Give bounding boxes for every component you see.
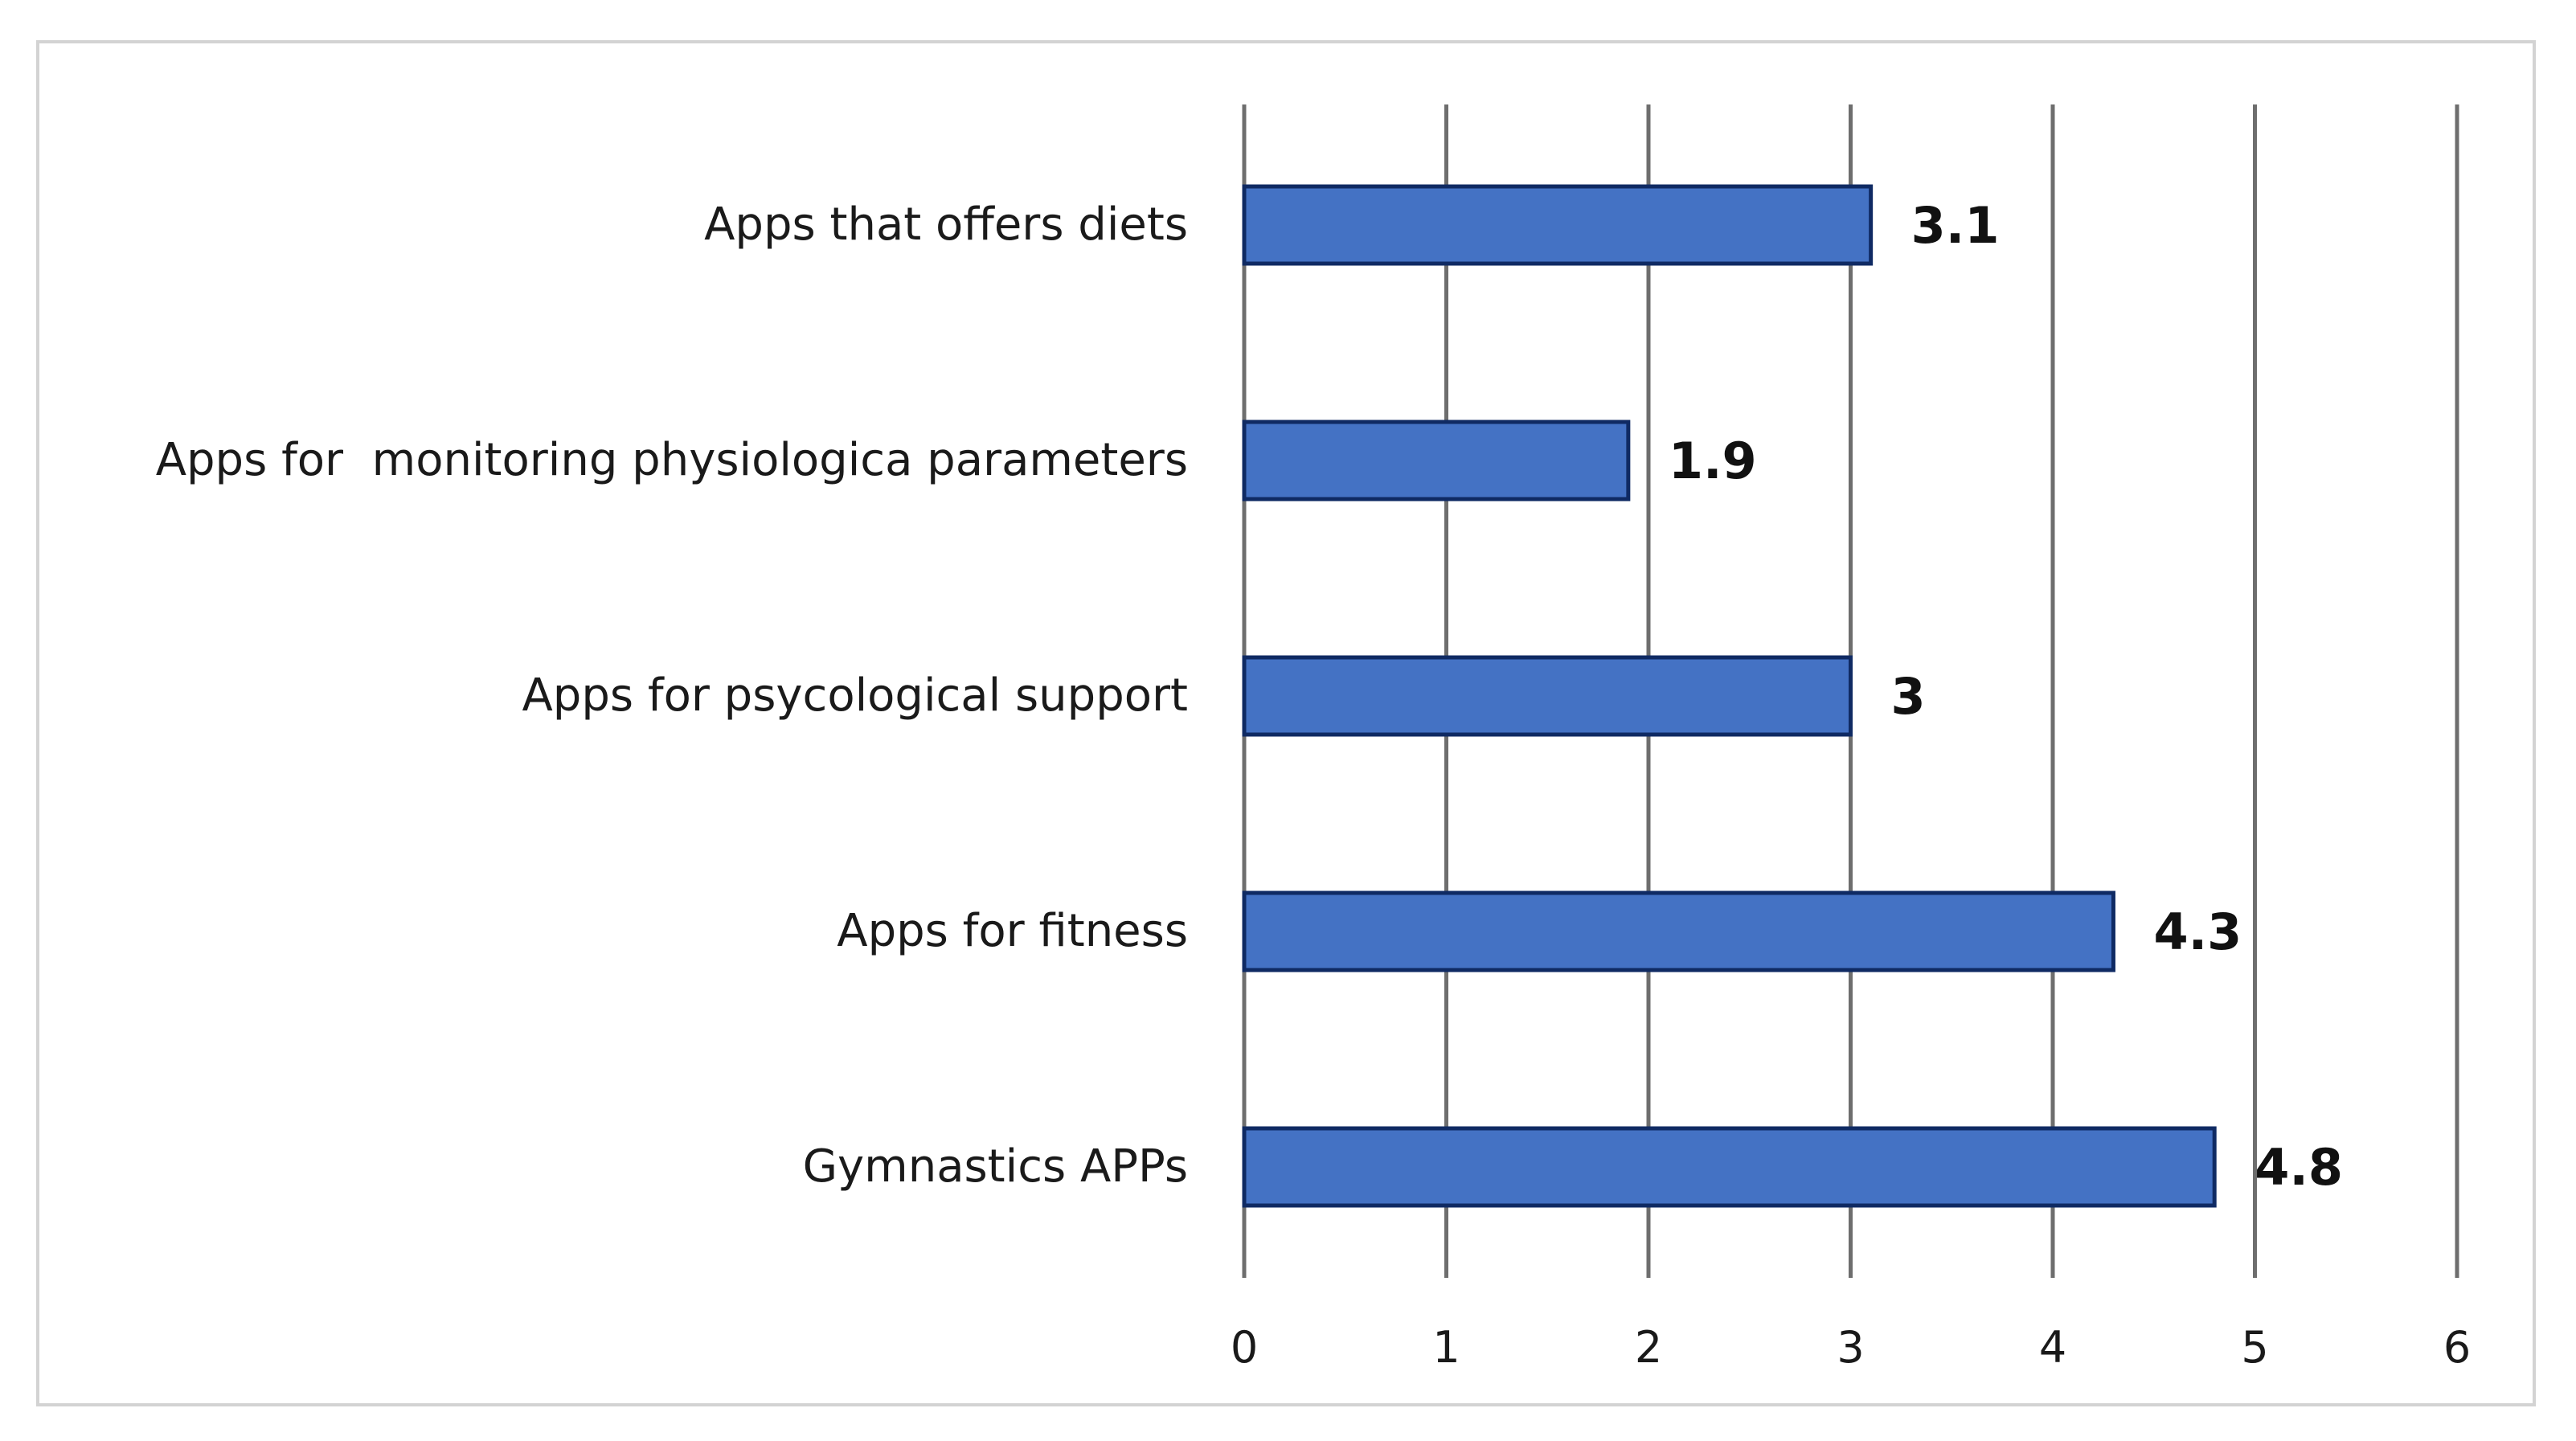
data-label: 3 bbox=[1891, 667, 1926, 726]
bar bbox=[1242, 184, 1874, 266]
x-tick-label: 1 bbox=[1432, 1322, 1460, 1373]
category-label: Apps for psycological support bbox=[522, 669, 1189, 722]
category-label: Apps that offers diets bbox=[704, 199, 1188, 251]
category-label: Gymnastics APPs bbox=[803, 1140, 1188, 1193]
bar bbox=[1242, 655, 1853, 737]
category-label: Apps for monitoring physiologica paramet… bbox=[156, 434, 1188, 486]
category-labels: Apps that offers diets Apps for monitorin… bbox=[156, 199, 1188, 1193]
x-tick-label: 5 bbox=[2241, 1322, 2268, 1373]
x-tick-label: 6 bbox=[2443, 1322, 2471, 1373]
x-tick-label: 4 bbox=[2039, 1322, 2066, 1373]
x-tick-label: 2 bbox=[1635, 1322, 1662, 1373]
bar bbox=[1242, 420, 1631, 501]
data-labels: 3.1 1.9 3 4.3 4.8 bbox=[1669, 196, 2343, 1197]
data-label: 4.3 bbox=[2153, 903, 2242, 961]
category-label: Apps for fitness bbox=[837, 905, 1188, 957]
x-tick-label: 3 bbox=[1837, 1322, 1864, 1373]
x-tick-label: 0 bbox=[1231, 1322, 1258, 1373]
gridlines bbox=[1242, 104, 2459, 1278]
data-label: 3.1 bbox=[1911, 196, 2000, 255]
bar bbox=[1242, 1126, 2217, 1208]
bar bbox=[1242, 890, 2115, 972]
data-label: 4.8 bbox=[2255, 1138, 2343, 1197]
x-axis-tick-labels: 0 1 2 3 4 5 6 bbox=[1231, 1322, 2471, 1373]
bars bbox=[1242, 184, 2217, 1208]
data-label: 1.9 bbox=[1669, 432, 1757, 490]
